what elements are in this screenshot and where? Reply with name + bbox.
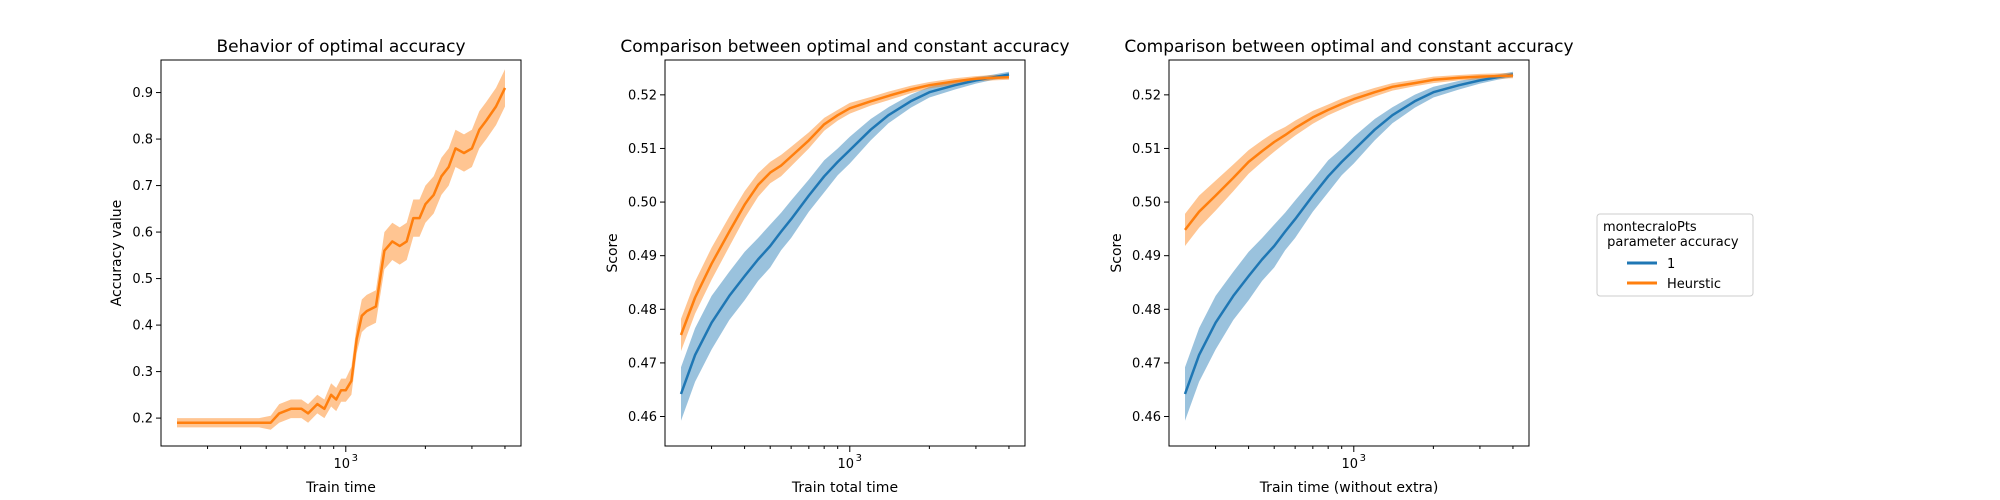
plot-area bbox=[177, 69, 507, 430]
y-tick-label: 0.52 bbox=[628, 88, 657, 103]
legend-title: montecraloPts bbox=[1603, 220, 1697, 235]
y-tick-label: 0.47 bbox=[628, 356, 657, 371]
x-tick-label-exponent: 3 bbox=[352, 453, 358, 464]
y-tick-label: 0.52 bbox=[1132, 88, 1161, 103]
axes-frame bbox=[1168, 59, 1530, 447]
y-tick-label: 0.46 bbox=[1132, 410, 1161, 425]
legend: montecraloPts parameter accuracy 1 Heurs… bbox=[1596, 213, 1754, 297]
y-tick-label: 0.51 bbox=[1132, 142, 1161, 157]
series-line-series-1 bbox=[679, 75, 1010, 336]
y-axis-label: Score bbox=[605, 233, 621, 272]
y-tick-label: 0.9 bbox=[132, 86, 153, 101]
y-tick-label: 0.2 bbox=[132, 412, 153, 427]
legend-title: parameter accuracy bbox=[1603, 235, 1739, 250]
y-axis-label: Score bbox=[1109, 233, 1125, 272]
y-tick-label: 0.49 bbox=[1132, 249, 1161, 264]
chart-title: Behavior of optimal accuracy bbox=[216, 37, 465, 57]
confidence-band-series-0 bbox=[681, 71, 1009, 421]
chart-panel-total-time: Comparison between optimal and constant … bbox=[605, 37, 1070, 496]
y-tick-label: 0.5 bbox=[132, 272, 153, 287]
series-line-1 bbox=[1183, 73, 1514, 395]
legend-box bbox=[1596, 213, 1754, 297]
y-axis-label: Accuracy value bbox=[109, 200, 125, 307]
x-tick-label: 10 bbox=[838, 457, 855, 472]
chart-title: Comparison between optimal and constant … bbox=[1124, 37, 1573, 57]
legend-label-heurstic: Heurstic bbox=[1667, 277, 1721, 292]
x-tick-label-exponent: 3 bbox=[1360, 453, 1366, 464]
confidence-band-1 bbox=[1185, 71, 1513, 421]
x-axis-label: Train total time bbox=[791, 480, 898, 496]
y-tick-label: 0.50 bbox=[1132, 196, 1161, 211]
series-line-series-0 bbox=[177, 87, 507, 424]
axes-frame bbox=[160, 59, 522, 447]
x-tick-label: 10 bbox=[1342, 457, 1359, 472]
y-tick-label: 0.50 bbox=[628, 196, 657, 211]
plot-area bbox=[679, 71, 1010, 421]
y-tick-label: 0.3 bbox=[132, 365, 153, 380]
axes-frame bbox=[664, 59, 1026, 447]
chart-title: Comparison between optimal and constant … bbox=[620, 37, 1069, 57]
x-axis-label: Train time (without extra) bbox=[1259, 480, 1439, 496]
y-tick-label: 0.47 bbox=[1132, 356, 1161, 371]
x-axis-label: Train time bbox=[305, 480, 376, 496]
legend-label-series-1: 1 bbox=[1667, 257, 1675, 272]
y-tick-label: 0.51 bbox=[628, 142, 657, 157]
x-tick-label-exponent: 3 bbox=[856, 453, 862, 464]
y-tick-label: 0.49 bbox=[628, 249, 657, 264]
x-tick-label: 10 bbox=[334, 457, 351, 472]
y-tick-label: 0.4 bbox=[132, 319, 153, 334]
chart-panel-time-without-extra: Comparison between optimal and constant … bbox=[1109, 37, 1574, 496]
series-line-heurstic bbox=[1184, 74, 1514, 231]
y-tick-label: 0.48 bbox=[628, 303, 657, 318]
series-line-series-0 bbox=[679, 73, 1010, 395]
y-tick-label: 0.48 bbox=[1132, 303, 1161, 318]
chart-panel-accuracy: Behavior of optimal accuracy Train time … bbox=[109, 37, 522, 496]
y-tick-label: 0.6 bbox=[132, 226, 153, 241]
y-tick-label: 0.46 bbox=[628, 410, 657, 425]
plot-area bbox=[1183, 71, 1514, 421]
y-tick-label: 0.7 bbox=[132, 179, 153, 194]
confidence-band-series-1 bbox=[681, 74, 1009, 352]
y-tick-label: 0.8 bbox=[132, 133, 153, 148]
